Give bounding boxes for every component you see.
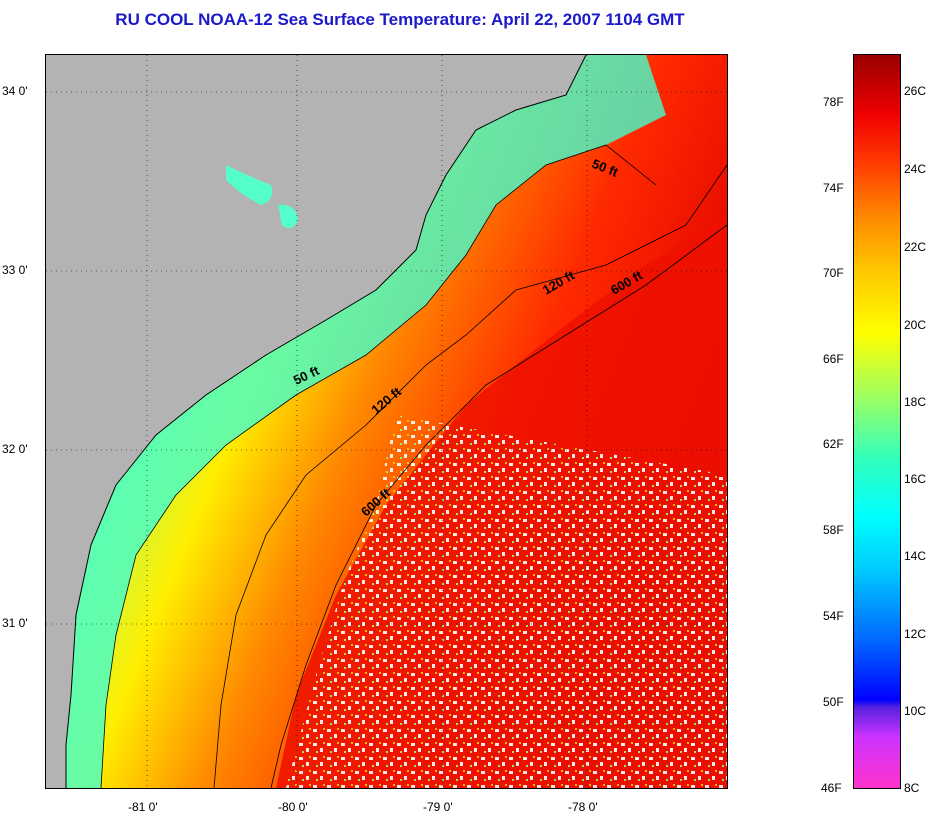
temperature-colorbar: [853, 54, 901, 789]
colorbar-label-c: 22C: [904, 240, 927, 254]
colorbar-label-f: 58F: [823, 523, 844, 537]
colorbar-label-f: 70F: [823, 266, 844, 280]
lat-label: 31 0': [2, 616, 28, 630]
contour-50ft: [100, 144, 657, 788]
inland-lake: [226, 165, 273, 205]
colorbar-label-c: 20C: [904, 318, 927, 332]
colorbar-label-c: 8C: [904, 781, 920, 795]
colorbar-label-c: 14C: [904, 549, 927, 563]
colorbar-label-c: 24C: [904, 162, 927, 176]
nearshore-cool-band: [66, 55, 666, 788]
contour-600ft: [270, 224, 727, 788]
colorbar-label-c: 18C: [904, 395, 927, 409]
map-title: RU COOL NOAA-12 Sea Surface Temperature:…: [115, 10, 685, 29]
lat-label: 32 0': [2, 442, 28, 456]
colorbar-label-f: 62F: [823, 437, 844, 451]
lat-label: 33 0': [2, 263, 28, 277]
colorbar-label-f: 66F: [823, 352, 844, 366]
colorbar-label-f: 50F: [823, 695, 844, 709]
colorbar-label-c: 12C: [904, 627, 927, 641]
lon-label: -81 0': [128, 800, 158, 814]
contour-120ft: [213, 164, 727, 788]
lon-label: -78 0': [568, 800, 598, 814]
colorbar-label-f: 78F: [823, 95, 844, 109]
colorbar-label-f: 74F: [823, 181, 844, 195]
lon-label: -80 0': [278, 800, 308, 814]
coastline: [65, 55, 587, 788]
lon-label: -79 0': [423, 800, 453, 814]
colorbar-label-f: 54F: [823, 609, 844, 623]
colorbar-label-c: 10C: [904, 704, 927, 718]
sst-map-graphic: 50 ft 50 ft 120 ft 120 ft 600 ft 600 ft: [46, 55, 727, 788]
colorbar-label-c: 26C: [904, 84, 927, 98]
lat-lon-grid: [46, 55, 727, 788]
inland-lake: [278, 204, 298, 229]
lat-label: 34 0': [2, 84, 28, 98]
cloud-speckle: [286, 415, 727, 788]
colorbar-label-c: 16C: [904, 472, 927, 486]
sst-map: 50 ft 50 ft 120 ft 120 ft 600 ft 600 ft: [45, 54, 728, 789]
colorbar-label-f: 46F: [821, 781, 842, 795]
